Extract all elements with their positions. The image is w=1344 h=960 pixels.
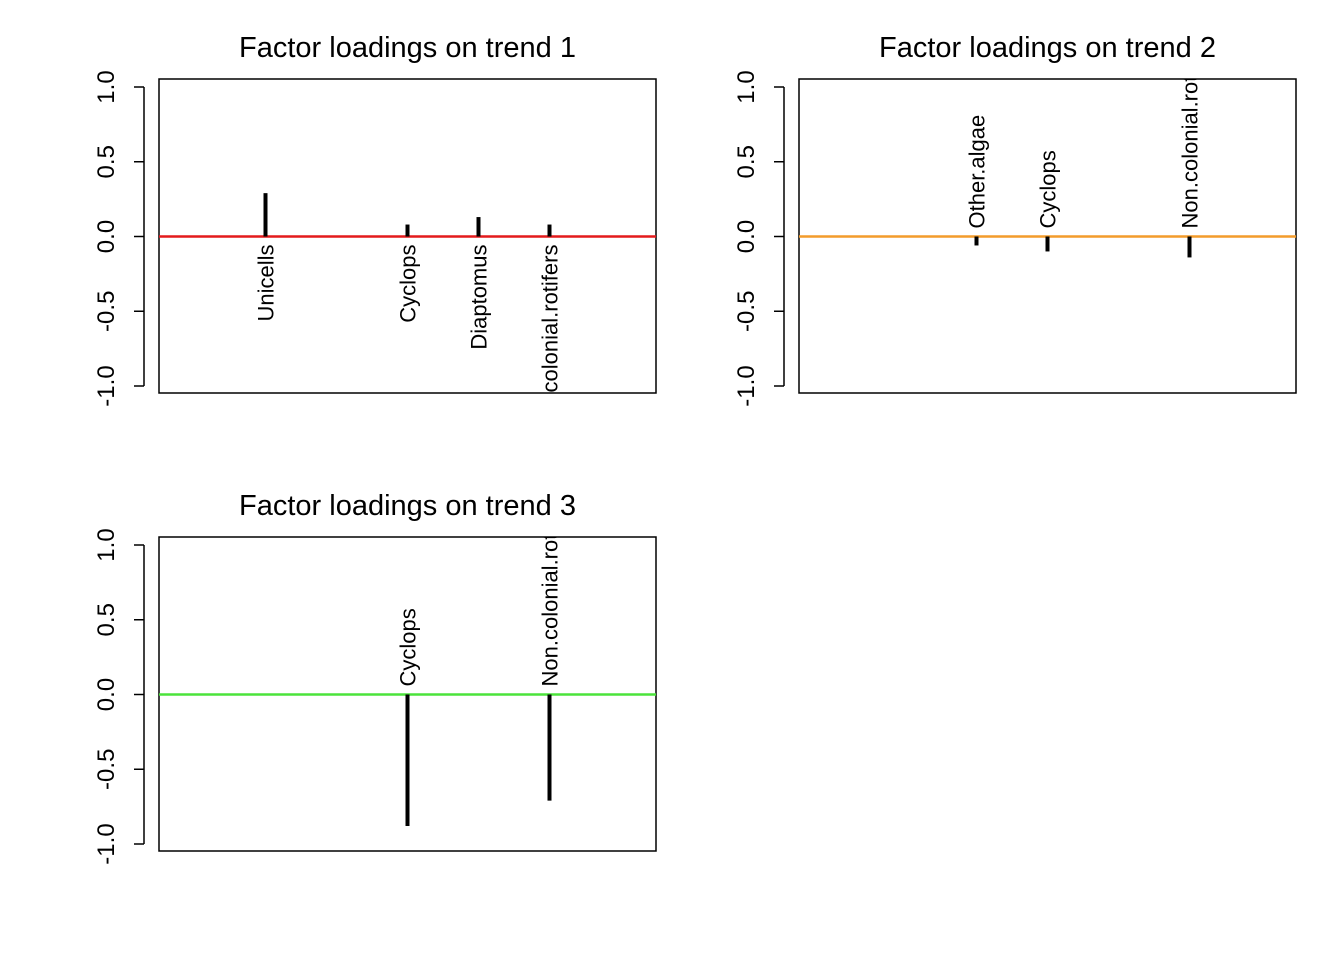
y-tick-label: 1.0 (93, 528, 120, 561)
bar-label: Cyclops (396, 608, 421, 686)
bar-label: Non.colonial.rotifers (538, 245, 563, 439)
bar-label: Other.algae (965, 115, 990, 229)
y-tick-label: 1.0 (93, 70, 120, 103)
y-tick-label: 0.5 (733, 145, 760, 178)
y-tick-label: 0.5 (93, 603, 120, 636)
chart-title: Factor loadings on trend 1 (239, 32, 576, 64)
bar-label: Non.colonial.rotifers (1178, 34, 1203, 228)
bar-label: Non.colonial.rotifers (538, 492, 563, 686)
y-tick-label: -1.0 (93, 365, 120, 406)
bar-label: Cyclops (1036, 150, 1061, 228)
y-tick-label: -0.5 (93, 749, 120, 790)
bar-label: Diaptomus (467, 245, 492, 350)
chart-title: Factor loadings on trend 3 (239, 490, 576, 522)
y-tick-label: -0.5 (93, 291, 120, 332)
y-tick-label: 0.5 (93, 145, 120, 178)
y-tick-label: 0.0 (93, 220, 120, 253)
y-tick-label: 0.0 (93, 678, 120, 711)
y-tick-label: -0.5 (733, 291, 760, 332)
y-tick-label: 0.0 (733, 220, 760, 253)
chart-panel-1: Factor loadings on trend 1 -1.0 -0.5 0.0 0.5… (93, 32, 657, 439)
chart-title: Factor loadings on trend 2 (879, 32, 1216, 64)
y-tick-label: -1.0 (93, 823, 120, 864)
bar-label: Cyclops (396, 245, 421, 323)
bar-label: Unicells (254, 245, 279, 322)
chart-panel-2: Factor loadings on trend 2 -1.0 -0.5 0.0 0.5… (733, 32, 1297, 407)
y-tick-label: -1.0 (733, 365, 760, 406)
chart-panel-3: Factor loadings on trend 3 -1.0 -0.5 0.0 0.5… (93, 490, 657, 865)
y-tick-label: 1.0 (733, 70, 760, 103)
